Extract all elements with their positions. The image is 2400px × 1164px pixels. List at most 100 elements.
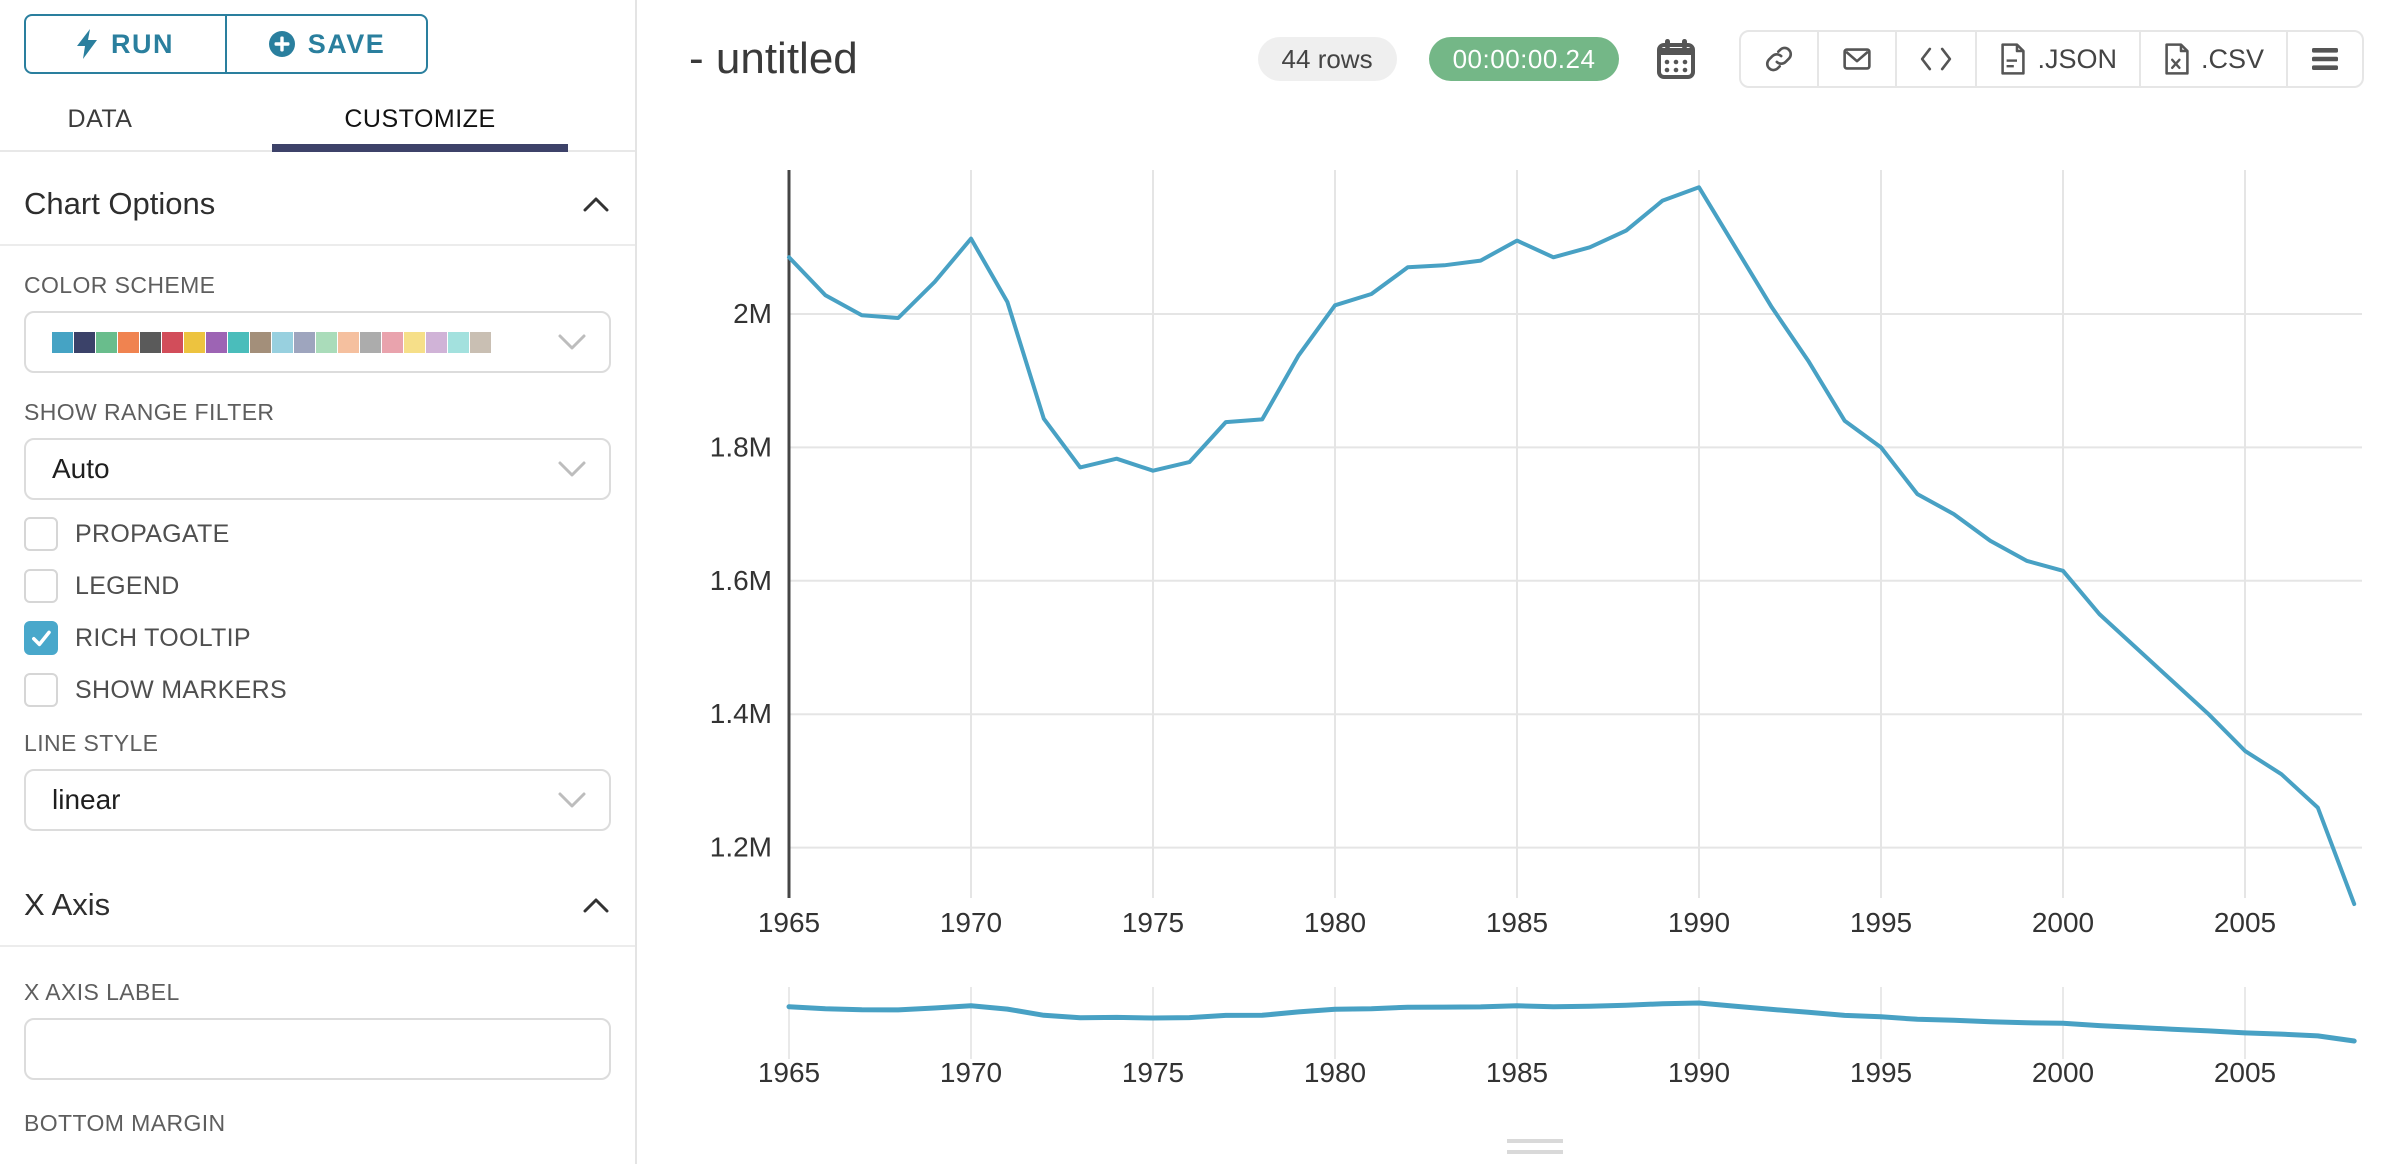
resize-handle[interactable] xyxy=(1507,1139,1563,1143)
resize-handle[interactable] xyxy=(1507,1150,1563,1154)
export-json-button[interactable]: .JSON xyxy=(1975,32,2139,86)
chart-options-title: Chart Options xyxy=(24,186,216,221)
control-tabs: DATA CUSTOMIZE xyxy=(0,88,635,152)
color-swatch xyxy=(426,331,447,353)
color-swatch xyxy=(140,331,161,353)
chevron-down-icon xyxy=(558,792,586,808)
checkbox-unchecked-icon[interactable] xyxy=(24,673,58,707)
tab-customize[interactable]: CUSTOMIZE xyxy=(272,88,568,152)
checkbox-label: RICH TOOLTIP xyxy=(75,623,251,652)
file-csv-icon xyxy=(2165,43,2189,75)
show-range-filter-select[interactable]: Auto xyxy=(24,438,611,500)
export-json-label: .JSON xyxy=(2037,43,2117,74)
color-swatch xyxy=(316,331,337,353)
chart-options-section-header[interactable]: Chart Options xyxy=(0,152,635,244)
range-filter-tick-label: 2005 xyxy=(2214,1057,2276,1088)
color-swatch xyxy=(52,331,73,353)
range-filter-tick-label: 1965 xyxy=(758,1057,820,1088)
bottom-margin-label: BOTTOM MARGIN xyxy=(24,1110,226,1136)
link-icon xyxy=(1766,46,1793,72)
checkbox-propagate[interactable]: PROPAGATE xyxy=(24,508,611,560)
color-swatch xyxy=(184,331,205,353)
color-swatch xyxy=(118,331,139,353)
save-button[interactable]: SAVE xyxy=(225,16,426,72)
color-scheme-label: COLOR SCHEME xyxy=(24,272,216,298)
line-style-select[interactable]: linear xyxy=(24,769,611,831)
x-axis-tick-label: 2005 xyxy=(2214,907,2276,938)
x-axis-tick-label: 1965 xyxy=(758,907,820,938)
chevron-up-icon xyxy=(583,197,609,212)
color-swatch xyxy=(162,331,183,353)
envelope-icon xyxy=(1843,48,1872,70)
x-axis-tick-label: 2000 xyxy=(2032,907,2094,938)
color-swatch xyxy=(382,331,403,353)
x-axis-tick-label: 1980 xyxy=(1304,907,1366,938)
range-filter-tick-label: 2000 xyxy=(2032,1057,2094,1088)
color-swatch xyxy=(206,331,227,353)
color-swatch xyxy=(404,331,425,353)
x-axis-tick-label: 1975 xyxy=(1122,907,1184,938)
x-axis-label-input[interactable] xyxy=(24,1018,611,1080)
run-button-label: RUN xyxy=(111,28,174,59)
checkbox-label: PROPAGATE xyxy=(75,519,230,548)
y-axis-tick-label: 1.2M xyxy=(710,832,772,863)
chart-header: - untitled 44 rows 00:00:00.24 xyxy=(637,0,2400,110)
line-style-label: LINE STYLE xyxy=(24,730,159,756)
x-axis-label-label: X AXIS LABEL xyxy=(24,979,180,1005)
checkbox-show-markers[interactable]: SHOW MARKERS xyxy=(24,664,611,716)
y-axis-tick-label: 1.8M xyxy=(710,431,772,462)
color-scheme-swatches xyxy=(52,331,491,353)
embed-code-button[interactable] xyxy=(1895,32,1975,86)
color-swatch xyxy=(470,331,491,353)
section-divider xyxy=(0,244,635,246)
more-options-button[interactable] xyxy=(2286,32,2362,86)
run-save-button-group: RUN SAVE xyxy=(24,14,428,74)
cache-timestamp-button[interactable] xyxy=(1653,36,1699,82)
range-filter-tick-label: 1975 xyxy=(1122,1057,1184,1088)
color-swatch xyxy=(294,331,315,353)
checkbox-unchecked-icon[interactable] xyxy=(24,517,58,551)
color-swatch xyxy=(74,331,95,353)
query-timer-badge: 00:00:00.24 xyxy=(1428,37,1620,81)
range-filter-tick-label: 1985 xyxy=(1486,1057,1548,1088)
checkbox-unchecked-icon[interactable] xyxy=(24,569,58,603)
checkbox-checked-icon[interactable] xyxy=(24,621,58,655)
range-filter-line[interactable] xyxy=(786,1000,2357,1044)
export-csv-button[interactable]: .CSV xyxy=(2138,32,2286,86)
x-axis-title: X Axis xyxy=(24,887,111,922)
run-button[interactable]: RUN xyxy=(26,16,225,72)
series-line xyxy=(787,185,2357,906)
checkbox-label: SHOW MARKERS xyxy=(75,675,287,704)
chevron-up-icon xyxy=(583,898,609,913)
section-divider xyxy=(0,945,635,947)
email-button[interactable] xyxy=(1817,32,1895,86)
x-axis-tick-label: 1970 xyxy=(940,907,1002,938)
range-filter-tick-label: 1970 xyxy=(940,1057,1002,1088)
chevron-down-icon xyxy=(558,461,586,477)
calendar-icon xyxy=(1657,39,1696,79)
checkbox-group: PROPAGATE LEGEND RICH TOOLTIP SHOW MARKERS xyxy=(0,500,635,716)
tab-data[interactable]: DATA xyxy=(67,104,133,133)
y-axis-tick-label: 2M xyxy=(733,298,772,329)
checkbox-rich-tooltip[interactable]: RICH TOOLTIP xyxy=(24,612,611,664)
x-axis-tick-label: 1995 xyxy=(1850,907,1912,938)
range-filter-tick-label: 1980 xyxy=(1304,1057,1366,1088)
share-link-button[interactable] xyxy=(1741,32,1817,86)
save-button-label: SAVE xyxy=(307,28,386,59)
header-actions: 44 rows 00:00:00.24 xyxy=(1257,30,2364,88)
color-scheme-select[interactable] xyxy=(24,311,611,373)
y-axis-tick-label: 1.4M xyxy=(710,698,772,729)
range-filter-tick-label: 1990 xyxy=(1668,1057,1730,1088)
show-range-filter-value: Auto xyxy=(52,453,110,484)
x-axis-section-header[interactable]: X Axis xyxy=(0,831,635,945)
show-range-filter-label: SHOW RANGE FILTER xyxy=(24,399,275,425)
y-axis-tick-label: 1.6M xyxy=(710,565,772,596)
color-swatch xyxy=(228,331,249,353)
color-swatch xyxy=(360,331,381,353)
chart-title[interactable]: - untitled xyxy=(689,34,858,83)
checkbox-legend[interactable]: LEGEND xyxy=(24,560,611,612)
lightning-icon xyxy=(77,29,97,59)
code-icon xyxy=(1921,47,1952,71)
file-json-icon xyxy=(2001,43,2026,75)
explore-control-panel: RUN SAVE DATA CUSTOMIZE Chart Options CO… xyxy=(0,0,637,1164)
